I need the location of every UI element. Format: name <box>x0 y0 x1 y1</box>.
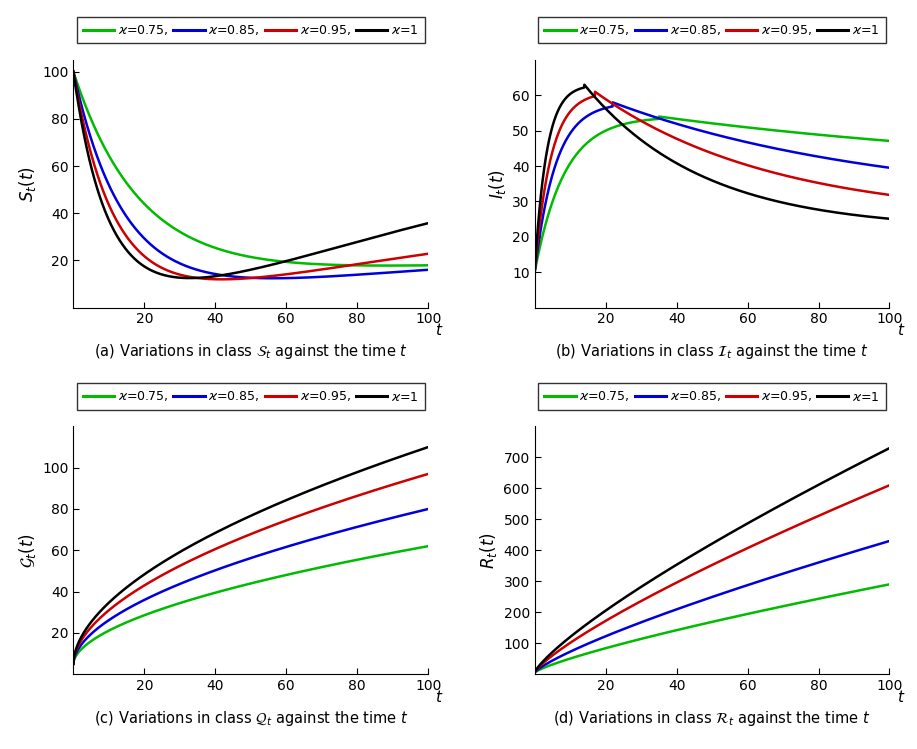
Text: $t$: $t$ <box>897 322 905 339</box>
Text: (d) Variations in class $\mathcal{R}_t$ against the time $t$: (d) Variations in class $\mathcal{R}_t$ … <box>553 709 871 728</box>
Text: (a) Variations in class $\mathcal{S}_t$ against the time $t$: (a) Variations in class $\mathcal{S}_t$ … <box>94 342 408 361</box>
Y-axis label: $R_t(t)$: $R_t(t)$ <box>479 532 499 568</box>
Y-axis label: $\mathcal{G}_t(t)$: $\mathcal{G}_t(t)$ <box>17 533 38 568</box>
Y-axis label: $I_t(t)$: $I_t(t)$ <box>487 169 508 198</box>
Text: $t$: $t$ <box>436 322 444 339</box>
Legend: $\varkappa$=0.75,, $\varkappa$=0.85,, $\varkappa$=0.95,, $\varkappa$=1: $\varkappa$=0.75,, $\varkappa$=0.85,, $\… <box>77 16 425 43</box>
Text: $t$: $t$ <box>436 689 444 705</box>
Legend: $\varkappa$=0.75,, $\varkappa$=0.85,, $\varkappa$=0.95,, $\varkappa$=1: $\varkappa$=0.75,, $\varkappa$=0.85,, $\… <box>538 16 886 43</box>
Text: (c) Variations in class $\mathcal{Q}_t$ against the time $t$: (c) Variations in class $\mathcal{Q}_t$ … <box>94 709 408 728</box>
Legend: $\varkappa$=0.75,, $\varkappa$=0.85,, $\varkappa$=0.95,, $\varkappa$=1: $\varkappa$=0.75,, $\varkappa$=0.85,, $\… <box>77 383 425 410</box>
Y-axis label: $S_t(t)$: $S_t(t)$ <box>17 166 38 201</box>
Text: (b) Variations in class $\mathcal{I}_t$ against the time $t$: (b) Variations in class $\mathcal{I}_t$ … <box>556 342 868 361</box>
Text: $t$: $t$ <box>897 689 905 705</box>
Legend: $\varkappa$=0.75,, $\varkappa$=0.85,, $\varkappa$=0.95,, $\varkappa$=1: $\varkappa$=0.75,, $\varkappa$=0.85,, $\… <box>538 383 886 410</box>
